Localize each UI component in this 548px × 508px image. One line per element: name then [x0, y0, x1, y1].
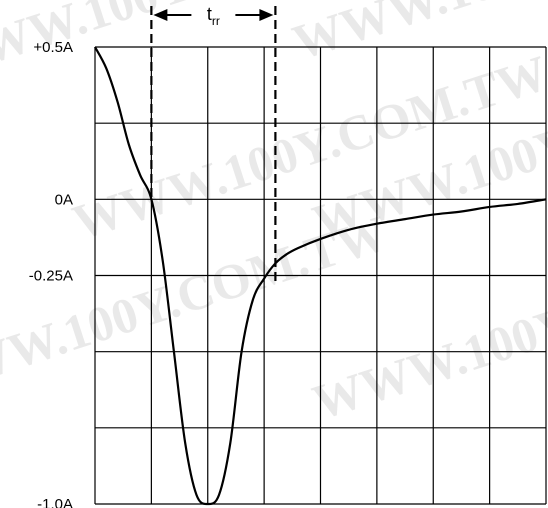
watermark: WWW.100Y.COM.TWWWW.100Y.COM.TWWWW.100Y.C…: [0, 0, 548, 430]
trr-arrowhead-right: [259, 9, 274, 21]
grid: [94, 46, 547, 505]
y-tick-label: +0.5A: [33, 39, 73, 56]
y-tick-label: 0A: [55, 191, 73, 208]
y-tick-labels: +0.5A 0A -0.25A -1.0A: [29, 39, 73, 508]
trr-label-main: t: [207, 4, 212, 24]
trr-label-sub: rr: [212, 14, 220, 28]
current-curve: [94, 46, 547, 506]
trr-annotation: trr: [150, 4, 277, 286]
trr-label: trr: [207, 4, 220, 28]
trr-arrowhead-left: [153, 9, 168, 21]
y-tick-label: -1.0A: [37, 496, 73, 508]
y-tick-label: -0.25A: [29, 268, 73, 285]
